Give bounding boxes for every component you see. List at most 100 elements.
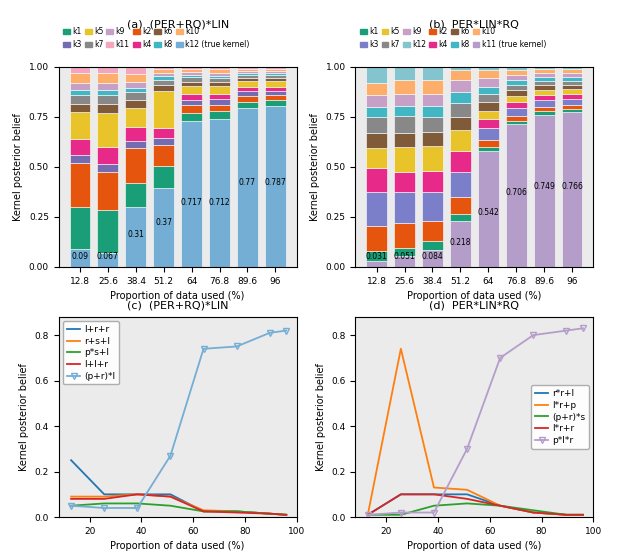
(p+r)*l	[233, 343, 240, 350]
Bar	[422, 106, 443, 117]
Bar	[533, 73, 554, 77]
Bar	[506, 67, 527, 70]
Title: (a)  (PER+RQ)*LIN: (a) (PER+RQ)*LIN	[127, 20, 229, 30]
l*r+p	[364, 512, 371, 518]
Bar	[153, 76, 174, 80]
(p+r)*s	[579, 512, 586, 518]
Bar	[478, 111, 499, 119]
Bar	[394, 172, 415, 192]
X-axis label: Proportion of data used (%): Proportion of data used (%)	[407, 542, 541, 552]
Bar	[422, 67, 443, 80]
Text: 0.712: 0.712	[209, 198, 231, 207]
Bar	[69, 163, 90, 207]
Bar	[506, 102, 527, 108]
Bar	[533, 85, 554, 90]
Bar	[181, 121, 202, 267]
p*l*r	[397, 509, 405, 516]
Bar	[209, 111, 230, 119]
p*s+l	[167, 503, 174, 509]
l*r+r	[496, 503, 504, 509]
Bar	[98, 253, 119, 267]
r+s+l	[167, 493, 174, 500]
Bar	[69, 155, 90, 163]
Bar	[153, 85, 174, 91]
Bar	[422, 146, 443, 171]
r+s+l	[233, 508, 240, 515]
Text: 0.09: 0.09	[72, 252, 88, 261]
Bar	[69, 140, 90, 155]
X-axis label: Proportion of data used (%): Proportion of data used (%)	[407, 291, 541, 301]
l*r+r	[397, 491, 405, 498]
Bar	[506, 80, 527, 85]
l+l+r	[101, 495, 108, 502]
Bar	[265, 81, 286, 87]
(p+r)*s	[464, 500, 471, 507]
Bar	[98, 90, 119, 95]
l+l+r	[233, 509, 240, 516]
Bar	[98, 73, 119, 83]
Bar	[209, 105, 230, 111]
p*s+l	[233, 508, 240, 515]
Bar	[562, 94, 582, 99]
Bar	[98, 147, 119, 163]
Bar	[153, 138, 174, 145]
Bar	[366, 67, 387, 83]
Bar	[478, 78, 499, 87]
Bar	[533, 107, 554, 111]
Legend: r*r+l, l*r+p, (p+r)*s, l*r+r, p*l*r: r*r+l, l*r+p, (p+r)*s, l*r+r, p*l*r	[531, 385, 589, 449]
Bar	[478, 67, 499, 70]
l*r+r	[530, 509, 537, 516]
Bar	[533, 67, 554, 69]
Bar	[153, 69, 174, 73]
Bar	[366, 192, 387, 226]
Bar	[506, 85, 527, 90]
Line: r*r+l: r*r+l	[368, 494, 583, 515]
l*r+r	[464, 495, 471, 502]
Bar	[422, 250, 443, 267]
Bar	[562, 77, 582, 81]
Bar	[478, 141, 499, 147]
l+l+r	[200, 508, 207, 515]
Bar	[98, 172, 119, 210]
Bar	[237, 67, 258, 69]
Line: l+l+r: l+l+r	[71, 494, 286, 515]
Bar	[69, 207, 90, 249]
Text: 0.706: 0.706	[506, 188, 527, 197]
Text: 0.77: 0.77	[239, 178, 256, 187]
Bar	[69, 112, 90, 140]
(p+r)*l	[200, 345, 207, 352]
Bar	[125, 148, 146, 183]
Line: l+r+r: l+r+r	[71, 460, 286, 515]
Bar	[237, 69, 258, 71]
p*l*r	[562, 327, 570, 334]
Bar	[125, 88, 146, 92]
l+l+r	[133, 491, 141, 498]
Y-axis label: Kernel posterior belief: Kernel posterior belief	[316, 363, 326, 471]
Bar	[69, 90, 90, 95]
(p+r)*l	[133, 505, 141, 512]
l+l+r	[167, 493, 174, 500]
Bar	[562, 73, 582, 77]
Bar	[125, 107, 146, 127]
l+l+r	[282, 512, 290, 518]
Bar	[366, 251, 387, 261]
l*r+p	[464, 486, 471, 493]
Bar	[478, 147, 499, 151]
(p+r)*l	[167, 453, 174, 459]
Bar	[209, 119, 230, 267]
Title: (d)  PER*LIN*RQ: (d) PER*LIN*RQ	[430, 301, 519, 311]
Bar	[506, 90, 527, 96]
Line: p*l*r: p*l*r	[364, 325, 586, 518]
Title: (b)  PER*LIN*RQ: (b) PER*LIN*RQ	[430, 20, 519, 30]
Bar	[366, 168, 387, 192]
Bar	[237, 96, 258, 102]
l+r+r	[101, 491, 108, 498]
l+l+r	[67, 495, 75, 502]
Bar	[209, 78, 230, 82]
Bar	[394, 133, 415, 147]
Bar	[366, 133, 387, 147]
Bar	[562, 69, 582, 73]
p*s+l	[133, 500, 141, 507]
X-axis label: Proportion of data used (%): Proportion of data used (%)	[111, 291, 245, 301]
Bar	[153, 80, 174, 85]
